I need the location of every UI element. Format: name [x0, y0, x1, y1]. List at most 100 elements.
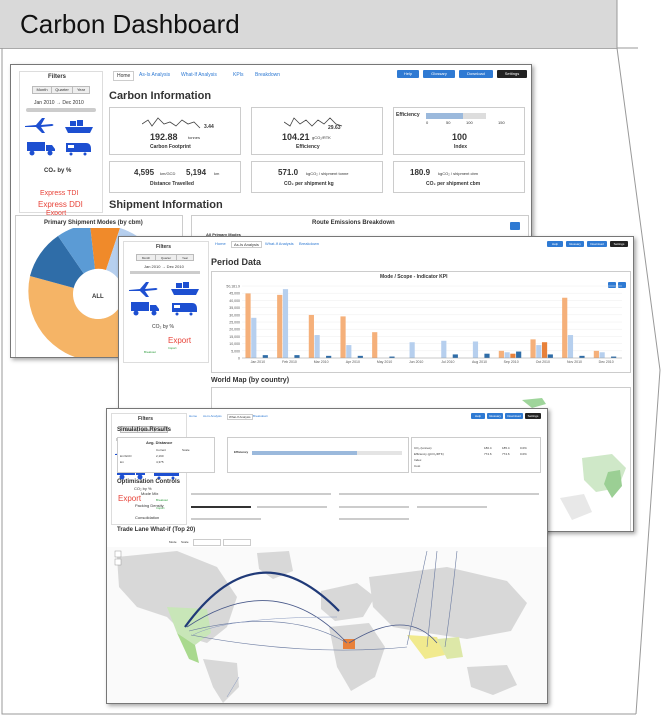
- settings-button-2[interactable]: Settings: [610, 241, 628, 247]
- tab-breakdown-3[interactable]: Breakdown: [253, 414, 269, 418]
- bar[interactable]: [357, 355, 363, 358]
- trade-lane-arc-main[interactable]: [184, 571, 340, 628]
- ship-icon-2[interactable]: [170, 280, 200, 296]
- period-year-3[interactable]: Year: [154, 426, 168, 433]
- bar[interactable]: [516, 351, 522, 358]
- bar[interactable]: [326, 355, 332, 358]
- trade-lane-origin-input[interactable]: [193, 539, 221, 546]
- bar[interactable]: [611, 356, 617, 358]
- bar[interactable]: [593, 350, 599, 358]
- slider-packing-3[interactable]: [339, 506, 409, 508]
- period-quarter-2[interactable]: Quarter: [155, 254, 177, 261]
- legend-export-2[interactable]: Export: [168, 336, 192, 345]
- trade-lane-arc-9[interactable]: [192, 616, 338, 636]
- period-year-2[interactable]: Year: [176, 254, 194, 261]
- truck-icon[interactable]: [26, 140, 56, 156]
- tab-what-if-3[interactable]: What-If Analysis: [227, 414, 253, 420]
- map-zoom-in-button[interactable]: [114, 550, 122, 558]
- bar[interactable]: [282, 289, 289, 358]
- route-expand-button[interactable]: [510, 222, 520, 230]
- bar[interactable]: [562, 297, 568, 358]
- bar[interactable]: [484, 353, 490, 358]
- bar[interactable]: [541, 342, 548, 358]
- bar[interactable]: [294, 355, 300, 358]
- ship-icon[interactable]: [64, 118, 94, 134]
- truck-icon-2[interactable]: [130, 300, 160, 316]
- slider-packing-2[interactable]: [257, 506, 327, 508]
- tab-home-3b[interactable]: Home: [189, 414, 198, 418]
- donut-slice-orange-dark[interactable]: [90, 228, 120, 270]
- bar[interactable]: [314, 335, 320, 358]
- download-button-2[interactable]: Download: [587, 241, 607, 247]
- bar[interactable]: [245, 293, 251, 358]
- legend-breakout-3[interactable]: Breakout: [156, 498, 169, 502]
- trade-lane-arc-5[interactable]: [348, 624, 438, 644]
- bar[interactable]: [372, 332, 378, 358]
- airplane-icon-2[interactable]: [128, 280, 160, 298]
- tab-kpis[interactable]: KPIs: [233, 72, 244, 78]
- glossary-button-2[interactable]: Glossary: [566, 241, 584, 247]
- tab-as-is-3[interactable]: As-Is Analysis: [203, 414, 222, 418]
- donut-slice-blue-light[interactable]: [58, 228, 95, 274]
- donut-slice-blue-dark[interactable]: [30, 236, 84, 288]
- period-quarter[interactable]: Quarter: [51, 86, 73, 94]
- trade-lane-arc-10[interactable]: [226, 676, 240, 698]
- period-month-2[interactable]: Month: [136, 254, 156, 261]
- legend-import-2[interactable]: Import: [168, 346, 177, 350]
- train-icon[interactable]: [64, 140, 92, 156]
- glossary-button[interactable]: Glossary: [423, 70, 455, 78]
- period-month[interactable]: Month: [32, 86, 52, 94]
- trade-lane-arc-8[interactable]: [444, 550, 458, 648]
- slider-consolidation-2[interactable]: [339, 518, 409, 520]
- bar[interactable]: [308, 314, 314, 358]
- tab-home[interactable]: Home: [113, 71, 135, 81]
- bar[interactable]: [504, 352, 510, 358]
- trade-lane-arc-2[interactable]: [186, 600, 348, 644]
- tab-as-is-2[interactable]: As-Is Analysis: [231, 241, 262, 248]
- slider-mode-mix-1[interactable]: [191, 493, 331, 495]
- legend-import-3[interactable]: Import: [156, 506, 165, 510]
- bar[interactable]: [567, 335, 574, 358]
- legend-breakout-2[interactable]: Breakout: [144, 350, 157, 354]
- trade-lane-arc-4[interactable]: [190, 634, 408, 651]
- date-range-slider[interactable]: [26, 108, 96, 112]
- bar[interactable]: [262, 355, 268, 358]
- trade-lane-destination-input[interactable]: [223, 539, 251, 546]
- bar[interactable]: [472, 341, 479, 358]
- help-button[interactable]: Help: [397, 70, 419, 78]
- tab-what-if-analysis[interactable]: What-If Analysis: [181, 72, 217, 78]
- bar[interactable]: [599, 352, 605, 358]
- slider-packing-1[interactable]: [191, 506, 251, 508]
- bar[interactable]: [510, 353, 516, 358]
- date-range-slider-2[interactable]: [130, 271, 200, 274]
- trade-lane-arc-6[interactable]: [406, 550, 428, 646]
- train-icon-2[interactable]: [170, 300, 198, 316]
- bar[interactable]: [251, 317, 257, 358]
- legend-express-tdi[interactable]: Express TDI: [40, 190, 79, 197]
- bar[interactable]: [536, 345, 542, 358]
- settings-button-3[interactable]: Settings: [525, 413, 541, 419]
- bar[interactable]: [389, 356, 395, 358]
- help-button-3[interactable]: Help: [471, 413, 485, 419]
- slider-consolidation-1[interactable]: [191, 518, 261, 520]
- bar[interactable]: [441, 340, 447, 358]
- bar[interactable]: [409, 342, 415, 358]
- download-button-3[interactable]: Download: [505, 413, 523, 419]
- bar[interactable]: [452, 354, 458, 358]
- bar[interactable]: [530, 339, 536, 358]
- airplane-icon[interactable]: [24, 116, 56, 134]
- period-year[interactable]: Year: [72, 86, 90, 94]
- settings-button[interactable]: Settings: [497, 70, 527, 78]
- bar[interactable]: [277, 294, 283, 358]
- legend-express-ddi[interactable]: Express DDI: [38, 200, 83, 209]
- tab-as-is-analysis[interactable]: As-Is Analysis: [139, 72, 171, 78]
- glossary-button-3[interactable]: Glossary: [487, 413, 503, 419]
- legend-export[interactable]: Export: [46, 210, 67, 217]
- tab-breakdown-2[interactable]: Breakdown: [299, 241, 320, 246]
- bar[interactable]: [498, 350, 504, 358]
- tab-what-if-2[interactable]: What-If Analysis: [265, 241, 294, 246]
- chart-option-button-2[interactable]: [618, 282, 626, 288]
- trade-lane-arc-3[interactable]: [188, 621, 348, 644]
- trade-lane-arc-7[interactable]: [426, 550, 438, 648]
- tab-home-2[interactable]: Home: [215, 241, 226, 246]
